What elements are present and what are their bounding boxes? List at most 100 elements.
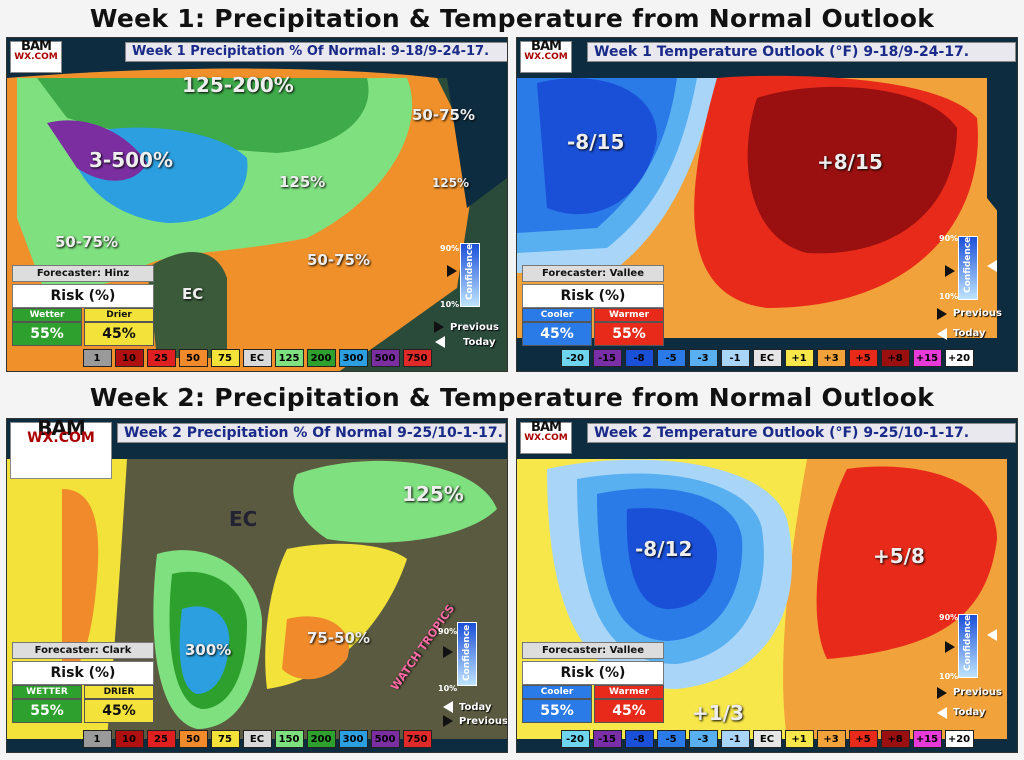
risk-label: Risk (%): [12, 661, 154, 685]
temp-label: +5/8: [873, 544, 925, 568]
week2-precip-header: Week 2 Precipitation % Of Normal 9-25/10…: [117, 423, 506, 443]
precip-label: 300%: [185, 641, 232, 659]
previous-label: Previous: [953, 687, 1002, 698]
confidence-label: Confidence: [462, 624, 472, 681]
warmer-label: Warmer: [594, 685, 664, 699]
legend-cell: -5: [656, 349, 686, 367]
legend-cell: 200: [306, 730, 336, 748]
temp-legend: -20 -15 -8 -5 -3 -1 EC +1 +3 +5 +8 +15 +…: [517, 349, 1017, 369]
confidence-bar: [460, 243, 480, 307]
previous-label: Previous: [953, 308, 1002, 319]
week2-temp-map: [517, 419, 1017, 752]
precip-label: 125%: [432, 176, 470, 190]
week1-precip-map: [7, 38, 507, 371]
precip-label: EC: [182, 285, 204, 303]
pct-high: 90%: [939, 613, 959, 622]
legend-cell: -3: [688, 349, 718, 367]
temp-label: -8/15: [567, 130, 625, 154]
legend-cell: +15: [912, 349, 942, 367]
previous-marker-icon: [945, 641, 955, 653]
pct-low: 10%: [939, 672, 959, 681]
legend-cell: 500: [370, 730, 400, 748]
temp-legend: -20 -15 -8 -5 -3 -1 EC +1 +3 +5 +8 +15 +…: [517, 730, 1017, 750]
legend-cell: +3: [816, 349, 846, 367]
forecaster-label: Forecaster: Clark: [12, 642, 154, 659]
today-marker-icon: [987, 260, 997, 272]
week1-title: Week 1: Precipitation & Temperature from…: [89, 4, 935, 33]
cooler-value: 45%: [522, 322, 592, 346]
legend-cell: -3: [688, 730, 718, 748]
precip-label: 50-75%: [55, 233, 119, 251]
confidence-bar: [958, 614, 978, 678]
legend-cell: 750: [402, 349, 432, 367]
bamwx-logo: BAM WX.COM: [10, 419, 112, 479]
wetter-value: 55%: [12, 699, 82, 723]
warmer-label: Warmer: [594, 308, 664, 322]
legend-cell: 1: [82, 730, 112, 748]
legend-cell: 50: [178, 349, 208, 367]
today-arrow-icon: [937, 707, 947, 719]
wetter-value: 55%: [12, 322, 82, 346]
legend-cell: -20: [560, 730, 590, 748]
today-label: Today: [953, 328, 986, 339]
legend-cell: 300: [338, 730, 368, 748]
legend-cell: +5: [848, 349, 878, 367]
legend-cell: -8: [624, 730, 654, 748]
previous-marker-icon: [443, 646, 453, 658]
previous-arrow-icon: [937, 687, 947, 699]
confidence-label: Confidence: [963, 236, 973, 293]
previous-arrow-icon: [443, 715, 453, 727]
legend-cell: 25: [146, 349, 176, 367]
wetter-label: Wetter: [12, 308, 82, 322]
confidence-label: Confidence: [465, 243, 475, 300]
legend-cell: +8: [880, 349, 910, 367]
previous-label: Previous: [459, 716, 508, 727]
legend-cell: +5: [848, 730, 878, 748]
legend-cell: 150: [274, 730, 304, 748]
legend-cell: EC: [752, 730, 782, 748]
pct-low: 10%: [438, 684, 458, 693]
forecaster-label: Forecaster: Vallee: [522, 265, 664, 282]
legend-cell: 75: [210, 349, 240, 367]
week2-precip-panel: BAM WX.COM Week 2 Precipitation % Of Norm…: [6, 418, 508, 753]
legend-cell: -1: [720, 349, 750, 367]
legend-cell: EC: [752, 349, 782, 367]
legend-cell: +20: [944, 730, 974, 748]
legend-cell: -1: [720, 730, 750, 748]
warmer-value: 55%: [594, 322, 664, 346]
legend-cell: +20: [944, 349, 974, 367]
precip-legend: 1 10 25 50 75 EC 125 200 300 500 750: [7, 349, 507, 369]
today-label: Today: [953, 707, 986, 718]
legend-cell: 10: [114, 349, 144, 367]
legend-cell: EC: [242, 730, 272, 748]
previous-arrow-icon: [937, 308, 947, 320]
legend-cell: 125: [274, 349, 304, 367]
legend-cell: -15: [592, 730, 622, 748]
temp-label: +1/3: [692, 701, 744, 725]
today-label: Today: [459, 702, 492, 713]
precip-label: 3-500%: [89, 148, 174, 172]
drier-label: DRIER: [84, 685, 154, 699]
bamwx-logo: BAM WX.COM: [520, 421, 572, 454]
legend-cell: EC: [242, 349, 272, 367]
risk-label: Risk (%): [12, 284, 154, 308]
bamwx-logo: BAM WX.COM: [520, 40, 572, 73]
precip-legend: 1 10 25 50 75 EC 150 200 300 500 750: [7, 730, 507, 750]
previous-label: Previous: [450, 322, 499, 333]
legend-cell: 50: [178, 730, 208, 748]
legend-cell: +3: [816, 730, 846, 748]
week1-temp-map: [517, 38, 1017, 371]
precip-label: 125%: [279, 173, 326, 191]
pct-high: 90%: [438, 627, 458, 636]
precip-label: 50-75%: [412, 106, 476, 124]
previous-marker-icon: [447, 265, 457, 277]
week2-temp-panel: BAM WX.COM Week 2 Temperature Outlook (°F…: [516, 418, 1018, 753]
today-arrow-icon: [937, 328, 947, 340]
legend-cell: 10: [114, 730, 144, 748]
bamwx-logo: BAM WX.COM: [10, 40, 62, 73]
week1-precip-header: Week 1 Precipitation % Of Normal: 9-18/9…: [125, 42, 507, 62]
legend-cell: +1: [784, 730, 814, 748]
legend-cell: -5: [656, 730, 686, 748]
week2-title: Week 2: Precipitation & Temperature from…: [89, 383, 935, 412]
week1-temp-header: Week 1 Temperature Outlook (°F) 9-18/9-2…: [587, 42, 1016, 62]
